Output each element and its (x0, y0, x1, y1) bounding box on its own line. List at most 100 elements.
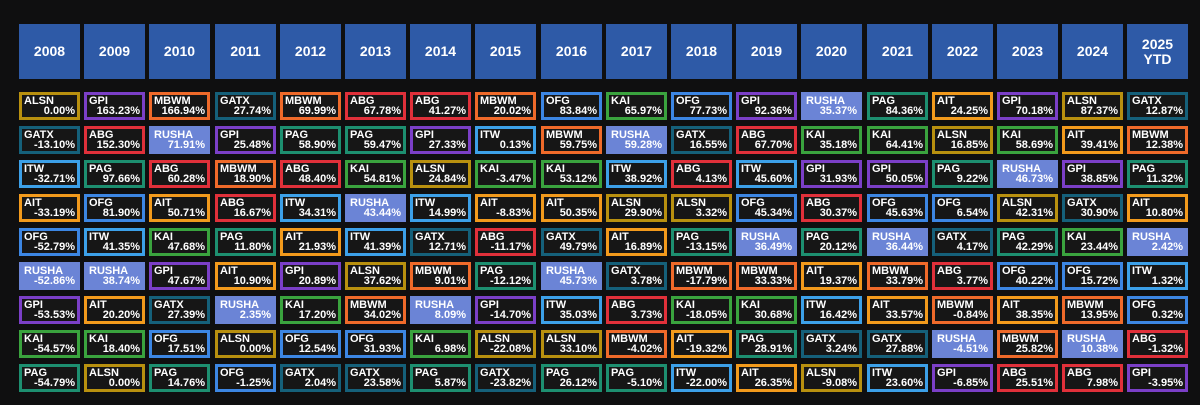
return-value: 45.60% (754, 173, 792, 185)
ticker-label: PAG (611, 367, 635, 379)
ticker-label: RUSHA (1132, 231, 1172, 243)
return-cell: KAI 23.44% (1062, 228, 1123, 256)
return-cell: ABG 4.13% (671, 160, 732, 188)
return-value: 41.27% (428, 105, 466, 117)
return-value: 31.93% (363, 343, 401, 355)
return-value: 24.84% (428, 173, 466, 185)
return-value: 12.38% (1145, 139, 1183, 151)
return-value: 33.79% (885, 275, 923, 287)
ticker-label: RUSHA (937, 333, 977, 345)
return-value: 53.12% (559, 173, 597, 185)
return-value: 47.68% (167, 241, 205, 253)
return-cell: OFG 83.84% (541, 92, 602, 120)
return-value: 26.12% (559, 377, 597, 389)
return-value: 8.09% (434, 309, 466, 321)
ticker-label: KAI (741, 299, 760, 311)
return-cell: KAI 18.40% (84, 330, 145, 358)
return-value: 38.74% (102, 275, 140, 287)
return-cell: ITW 14.99% (410, 194, 471, 222)
ticker-label: MBWM (1067, 299, 1104, 311)
column-header: 2014 (410, 24, 471, 79)
return-value: 59.28% (624, 139, 662, 151)
return-cell: GATX 49.79% (541, 228, 602, 256)
ticker-label: PAG (1002, 231, 1026, 243)
return-value: 16.55% (689, 139, 727, 151)
ticker-label: ALSN (676, 197, 706, 209)
return-value: 20.02% (493, 105, 531, 117)
ticker-label: OFG (350, 333, 374, 345)
ticker-label: ALSN (611, 197, 641, 209)
return-value: -23.82% (490, 377, 531, 389)
return-cell: AIT -8.83% (475, 194, 536, 222)
ticker-label: GATX (676, 129, 706, 141)
return-value: 27.39% (167, 309, 205, 321)
column-header: 2013 (345, 24, 406, 79)
ticker-label: PAG (89, 163, 113, 175)
return-value: 45.73% (559, 275, 597, 287)
ticker-label: ABG (806, 197, 831, 209)
ticker-label: ABG (611, 299, 636, 311)
return-value: 24.25% (950, 105, 988, 117)
return-value: -22.00% (686, 377, 727, 389)
return-cell: PAG 14.76% (149, 364, 210, 392)
ticker-label: ABG (350, 95, 375, 107)
return-cell: GATX -13.10% (19, 126, 80, 154)
return-cell: KAI 17.20% (280, 296, 341, 324)
ticker-label: ABG (285, 163, 310, 175)
ticker-label: KAI (480, 163, 499, 175)
return-cell: OFG 15.72% (1062, 262, 1123, 290)
return-value: 13.95% (1080, 309, 1118, 321)
return-cell: MBWM -0.84% (932, 296, 993, 324)
return-cell: MBWM 9.01% (410, 262, 471, 290)
return-value: 25.51% (1015, 377, 1053, 389)
ticker-label: MBWM (154, 95, 191, 107)
return-value: -53.53% (34, 309, 75, 321)
return-value: 3.73% (630, 309, 662, 321)
ticker-label: GATX (1132, 95, 1162, 107)
ticker-label: PAG (154, 367, 178, 379)
return-value: -3.95% (1148, 377, 1183, 389)
return-cell: MBWM 69.99% (280, 92, 341, 120)
return-value: -33.19% (34, 207, 75, 219)
return-value: 11.80% (234, 241, 271, 253)
ticker-label: ITW (89, 231, 110, 243)
return-cell: ALSN 37.62% (345, 262, 406, 290)
ticker-label: RUSHA (220, 299, 260, 311)
return-value: 43.44% (363, 207, 401, 219)
return-cell: PAG 42.29% (997, 228, 1058, 256)
return-value: 50.05% (885, 173, 923, 185)
return-value: -13.10% (34, 139, 75, 151)
ticker-label: RUSHA (1067, 333, 1107, 345)
return-cell: PAG -12.12% (475, 262, 536, 290)
ticker-label: MBWM (937, 299, 974, 311)
return-cell: PAG -5.10% (606, 364, 667, 392)
return-cell: ALSN 42.31% (997, 194, 1058, 222)
return-value: 60.28% (167, 173, 205, 185)
return-cell: PAG 28.91% (736, 330, 797, 358)
return-cell: ITW 41.39% (345, 228, 406, 256)
return-value: -9.08% (822, 377, 857, 389)
ticker-label: AIT (285, 231, 303, 243)
ticker-label: PAG (350, 129, 374, 141)
return-value: 33.33% (754, 275, 792, 287)
ticker-label: MBWM (285, 95, 322, 107)
return-value: 0.32% (1151, 309, 1183, 321)
ticker-label: GPI (1132, 367, 1151, 379)
ticker-label: OFG (89, 197, 113, 209)
ticker-label: ABG (676, 163, 701, 175)
ticker-label: PAG (872, 95, 896, 107)
return-cell: OFG 0.32% (1127, 296, 1188, 324)
return-value: 46.73% (1015, 173, 1053, 185)
ticker-label: PAG (741, 333, 765, 345)
return-cell: KAI 47.68% (149, 228, 210, 256)
return-cell: ITW 23.60% (867, 364, 928, 392)
ticker-label: GPI (415, 129, 434, 141)
column-header: 2020 (801, 24, 862, 79)
column-header: 2016 (541, 24, 602, 79)
return-value: 49.79% (559, 241, 597, 253)
ticker-label: KAI (872, 129, 891, 141)
ticker-label: RUSHA (741, 231, 781, 243)
return-value: 67.70% (754, 139, 792, 151)
return-cell: GPI -3.95% (1127, 364, 1188, 392)
return-value: 7.98% (1086, 377, 1118, 389)
